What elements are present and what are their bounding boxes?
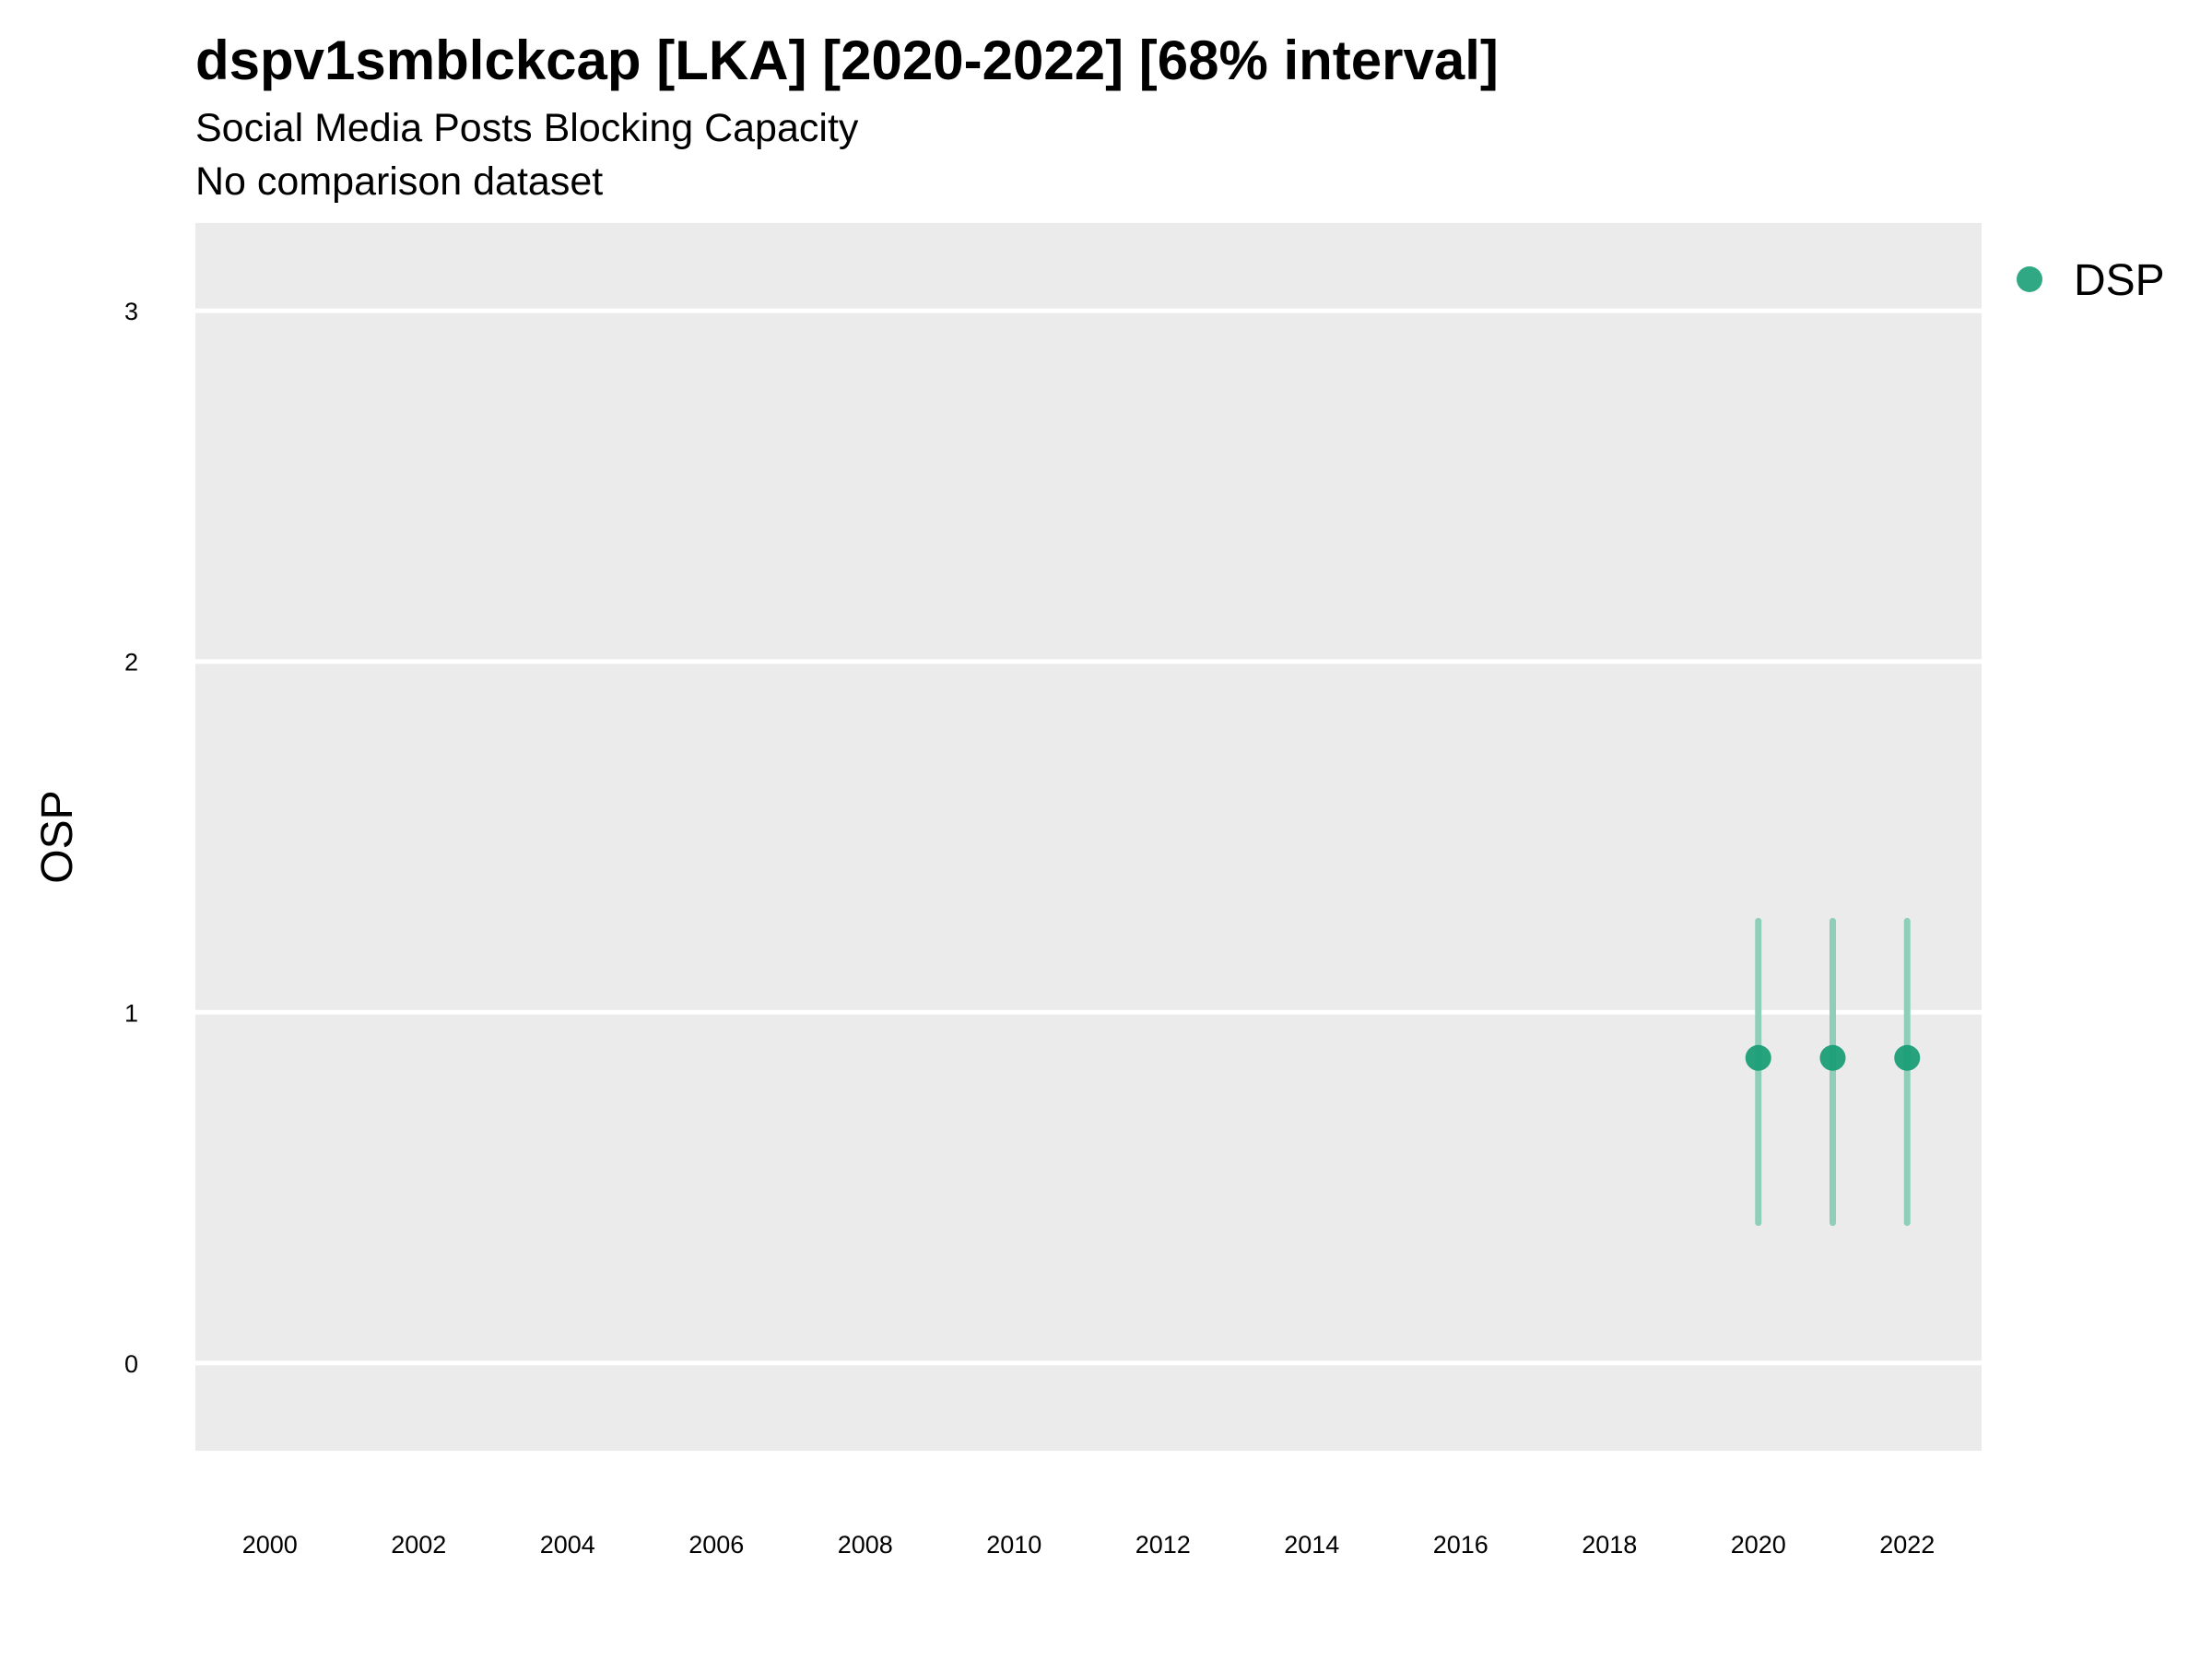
data-point	[1894, 1044, 1921, 1071]
legend: DSP	[2017, 256, 2165, 305]
data-point	[1819, 1044, 1846, 1071]
x-tick-label: 2018	[1582, 1531, 1637, 1559]
legend-label-dsp: DSP	[2074, 256, 2165, 305]
x-tick-label: 2000	[242, 1531, 298, 1559]
chart-caption: No comparison dataset	[195, 159, 604, 204]
x-tick-label: 2016	[1433, 1531, 1488, 1559]
grid-lines	[195, 308, 1982, 1366]
x-tick-label: 2010	[986, 1531, 1041, 1559]
y-tick-label: 3	[124, 298, 138, 325]
y-axis-ticks: 0 1 2 3	[124, 298, 138, 1378]
data-point	[1745, 1044, 1771, 1071]
x-tick-label: 2004	[540, 1531, 595, 1559]
x-tick-label: 2002	[391, 1531, 446, 1559]
plot-panel	[195, 223, 1982, 1451]
x-tick-label: 2006	[688, 1531, 744, 1559]
y-tick-label: 1	[124, 999, 138, 1027]
x-tick-label: 2020	[1731, 1531, 1786, 1559]
x-tick-label: 2012	[1135, 1531, 1191, 1559]
x-tick-label: 2022	[1879, 1531, 1935, 1559]
interval-lines	[1755, 917, 1911, 1227]
chart-subtitle: Social Media Posts Blocking Capacity	[195, 106, 859, 150]
y-tick-label: 2	[124, 649, 138, 677]
x-tick-label: 2014	[1284, 1531, 1339, 1559]
data-points	[1745, 1044, 1921, 1071]
x-axis-ticks: 2000 2002 2004 2006 2008 2010 2012 2014 2016 2018…	[242, 1531, 1936, 1559]
chart-title: dspv1smblckcap [LKA] [2020-2022] [68% in…	[195, 29, 1499, 91]
y-axis-title: OSP	[33, 790, 82, 883]
legend-key-dsp	[2017, 266, 2042, 292]
y-tick-label: 0	[124, 1350, 138, 1378]
x-tick-label: 2008	[838, 1531, 893, 1559]
